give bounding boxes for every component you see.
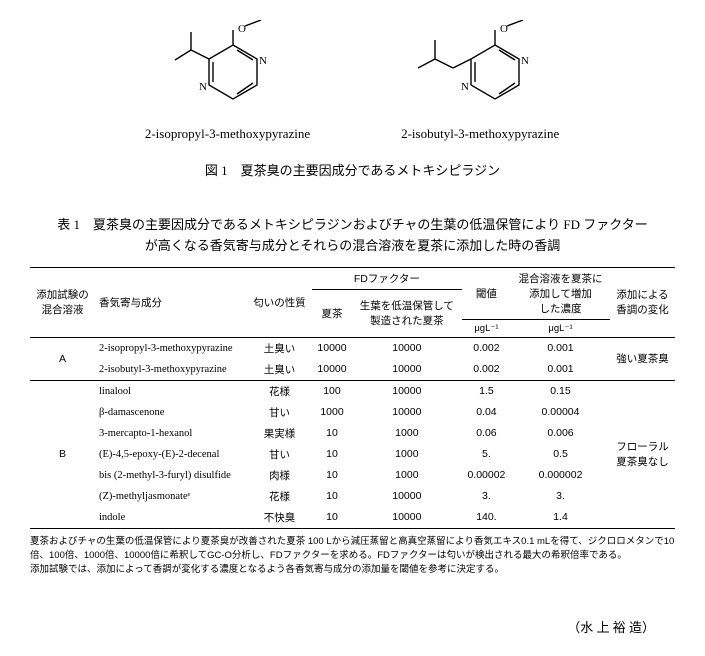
table-row: 2-isobutyl-3-methoxypyrazine土臭い100001000… xyxy=(30,359,675,381)
cell-fd-cold: 10000 xyxy=(352,359,462,381)
cell-compound: (Z)-methyljasmonateᵉ xyxy=(95,486,247,507)
cell-conc: 0.00004 xyxy=(511,402,610,423)
cell-threshold: 5. xyxy=(462,444,511,465)
data-table: 添加試験の 混合溶液 香気寄与成分 匂いの性質 FDファクター 閾値 混合溶液を… xyxy=(30,267,675,529)
cell-fd-summer: 1000 xyxy=(312,402,352,423)
cell-conc: 0.15 xyxy=(511,380,610,402)
cell-fd-summer: 10 xyxy=(312,507,352,529)
footnote-line: 添加試験では、添加によって香調が変化する濃度となるよう各香気寄与成分の添加量を閾… xyxy=(30,563,675,577)
table-row: 3-mercapto-1-hexanol果実様1010000.060.006 xyxy=(30,423,675,444)
cell-fd-summer: 10 xyxy=(312,444,352,465)
figure-caption: 図 1 夏茶臭の主要因成分であるメトキシピラジン xyxy=(30,160,675,179)
cell-compound: bis (2-methyl-3-furyl) disulfide xyxy=(95,465,247,486)
table-footnote: 夏茶およびチャの生葉の低温保管により夏茶臭が改善された夏茶 100 Lから減圧蒸… xyxy=(30,535,675,578)
col-aroma-comp: 香気寄与成分 xyxy=(95,267,247,337)
col-conc: 混合溶液を夏茶に 添加して増加 した濃度 xyxy=(511,267,610,319)
cell-fd-cold: 1000 xyxy=(352,465,462,486)
cell-aroma-change: フローラル 夏茶臭なし xyxy=(610,380,675,528)
cell-fd-summer: 10 xyxy=(312,486,352,507)
svg-text:N: N xyxy=(521,55,529,67)
col-fd-summer: 夏茶 xyxy=(312,289,352,337)
table-caption: 表 1 夏茶臭の主要因成分であるメトキシピラジンおよびチャの生葉の低温保管により… xyxy=(53,215,653,257)
cell-compound: linalool xyxy=(95,380,247,402)
cell-threshold: 140. xyxy=(462,507,511,529)
cell-threshold: 0.00002 xyxy=(462,465,511,486)
cell-odor: 甘い xyxy=(247,402,312,423)
cell-odor: 果実様 xyxy=(247,423,312,444)
table-row: A2-isopropyl-3-methoxypyrazine土臭い1000010… xyxy=(30,337,675,359)
unit-threshold: μgL⁻¹ xyxy=(462,319,511,337)
group-label: A xyxy=(30,337,95,380)
cell-fd-summer: 10 xyxy=(312,465,352,486)
cell-aroma-change: 強い夏茶臭 xyxy=(610,337,675,380)
cell-conc: 3. xyxy=(511,486,610,507)
cell-fd-summer: 10000 xyxy=(312,337,352,359)
svg-text:N: N xyxy=(461,81,469,93)
group-label: B xyxy=(30,380,95,528)
cell-odor: 甘い xyxy=(247,444,312,465)
cell-conc: 1.4 xyxy=(511,507,610,529)
svg-text:N: N xyxy=(259,55,267,67)
col-mix: 添加試験の 混合溶液 xyxy=(30,267,95,337)
cell-fd-cold: 1000 xyxy=(352,423,462,444)
cell-fd-cold: 10000 xyxy=(352,486,462,507)
col-threshold: 閾値 xyxy=(462,267,511,319)
col-change: 添加による 香調の変化 xyxy=(610,267,675,337)
cell-fd-summer: 100 xyxy=(312,380,352,402)
cell-fd-summer: 10 xyxy=(312,423,352,444)
cell-compound: indole xyxy=(95,507,247,529)
table-row: (Z)-methyljasmonateᵉ花様10100003.3. xyxy=(30,486,675,507)
cell-threshold: 0.002 xyxy=(462,359,511,381)
molecule-structure-icon: O N N xyxy=(153,20,303,120)
cell-conc: 0.001 xyxy=(511,337,610,359)
cell-fd-cold: 10000 xyxy=(352,380,462,402)
cell-odor: 土臭い xyxy=(247,359,312,381)
cell-fd-summer: 10000 xyxy=(312,359,352,381)
molecule-isopropyl: O N N 2-isopropyl-3-methoxypyrazine xyxy=(145,20,310,142)
cell-compound: 2-isobutyl-3-methoxypyrazine xyxy=(95,359,247,381)
cell-odor: 花様 xyxy=(247,486,312,507)
cell-compound: 2-isopropyl-3-methoxypyrazine xyxy=(95,337,247,359)
cell-threshold: 3. xyxy=(462,486,511,507)
cell-conc: 0.001 xyxy=(511,359,610,381)
molecule-label: 2-isobutyl-3-methoxypyrazine xyxy=(401,126,559,142)
col-fd: FDファクター xyxy=(312,267,462,289)
table-row: bis (2-methyl-3-furyl) disulfide肉様101000… xyxy=(30,465,675,486)
cell-threshold: 0.002 xyxy=(462,337,511,359)
cell-fd-cold: 10000 xyxy=(352,337,462,359)
table-row: indole不快臭1010000140.1.4 xyxy=(30,507,675,529)
cell-conc: 0.5 xyxy=(511,444,610,465)
svg-text:O: O xyxy=(238,23,246,35)
cell-odor: 肉様 xyxy=(247,465,312,486)
molecule-label: 2-isopropyl-3-methoxypyrazine xyxy=(145,126,310,142)
cell-fd-cold: 10000 xyxy=(352,507,462,529)
svg-text:O: O xyxy=(500,23,508,35)
cell-threshold: 1.5 xyxy=(462,380,511,402)
footnote-line: 夏茶およびチャの生葉の低温保管により夏茶臭が改善された夏茶 100 Lから減圧蒸… xyxy=(30,535,675,564)
cell-fd-cold: 10000 xyxy=(352,402,462,423)
cell-compound: 3-mercapto-1-hexanol xyxy=(95,423,247,444)
table-row: Blinalool花様100100001.50.15フローラル 夏茶臭なし xyxy=(30,380,675,402)
svg-text:N: N xyxy=(199,81,207,93)
cell-threshold: 0.04 xyxy=(462,402,511,423)
cell-compound: β-damascenone xyxy=(95,402,247,423)
author-credit: （水 上 裕 造） xyxy=(30,617,675,636)
cell-odor: 土臭い xyxy=(247,337,312,359)
cell-threshold: 0.06 xyxy=(462,423,511,444)
molecule-isobutyl: O N N 2-isobutyl-3-methoxypyrazine xyxy=(400,20,560,142)
cell-conc: 0.000002 xyxy=(511,465,610,486)
table-row: β-damascenone甘い1000100000.040.00004 xyxy=(30,402,675,423)
cell-compound: (E)-4,5-epoxy-(E)-2-decenal xyxy=(95,444,247,465)
molecule-row: O N N 2-isopropyl-3-methoxypyrazine O N xyxy=(30,20,675,142)
unit-conc: μgL⁻¹ xyxy=(511,319,610,337)
col-odor: 匂いの性質 xyxy=(247,267,312,337)
cell-conc: 0.006 xyxy=(511,423,610,444)
cell-odor: 不快臭 xyxy=(247,507,312,529)
cell-fd-cold: 1000 xyxy=(352,444,462,465)
col-fd-cold: 生葉を低温保管して 製造された夏茶 xyxy=(352,289,462,337)
molecule-structure-icon: O N N xyxy=(400,20,560,120)
cell-odor: 花様 xyxy=(247,380,312,402)
table-row: (E)-4,5-epoxy-(E)-2-decenal甘い1010005.0.5 xyxy=(30,444,675,465)
